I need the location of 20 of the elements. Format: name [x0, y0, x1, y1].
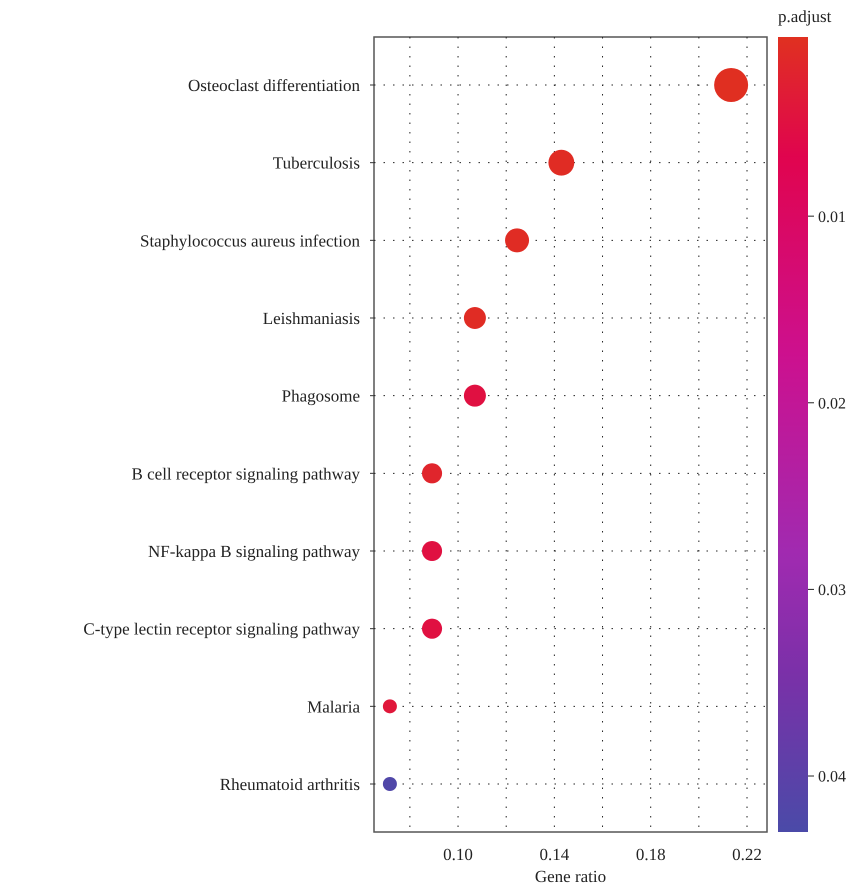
y-tick-label: Tuberculosis — [272, 154, 360, 173]
color-bar-title: p.adjust — [778, 7, 832, 26]
y-tick-label: Staphylococcus aureus infection — [140, 231, 360, 250]
color-bar-label: 0.02 — [818, 395, 846, 412]
color-bar-label: 0.03 — [818, 582, 846, 599]
x-tick-label: 0.10 — [443, 845, 473, 864]
y-tick-label: Leishmaniasis — [262, 308, 360, 328]
color-bar-label: 0.01 — [818, 208, 846, 226]
y-tick-label: C-type lectin receptor signaling pathway — [83, 620, 360, 639]
x-tick-label: 0.14 — [539, 845, 570, 864]
color-bar-label: 0.04 — [818, 768, 846, 786]
x-tick-label: 0.22 — [732, 845, 762, 864]
y-tick-label: B cell receptor signaling pathway — [132, 464, 360, 484]
x-axis-title: Gene ratio — [534, 867, 606, 886]
y-tick-label: Phagosome — [282, 386, 360, 406]
x-tick-label: 0.18 — [636, 845, 666, 864]
y-tick-label: Rheumatoid arthritis — [220, 774, 360, 794]
y-tick-label: Malaria — [307, 697, 360, 716]
y-tick-label: NF-kappa B signaling pathway — [148, 542, 360, 561]
y-tick-label: Osteoclast differentiation — [188, 76, 360, 95]
